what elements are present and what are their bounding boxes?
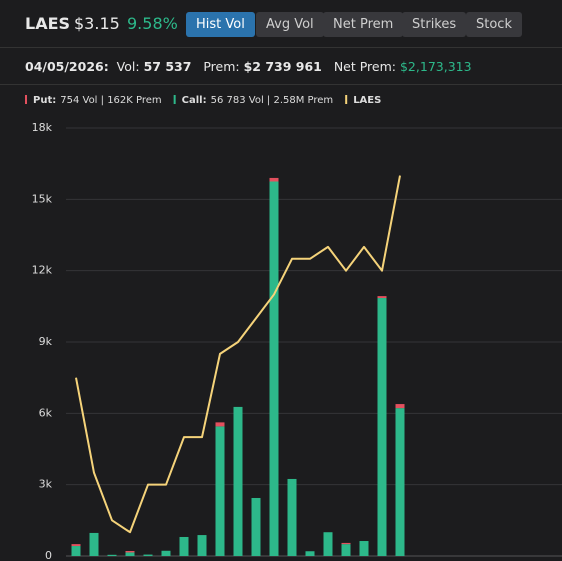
- legend-swatch: [345, 95, 348, 104]
- bar: [233, 406, 243, 556]
- y-tick-label: 9k: [39, 335, 53, 348]
- tab[interactable]: Avg Vol: [256, 12, 324, 37]
- bar: [377, 298, 387, 556]
- bar: [71, 546, 81, 556]
- y-tick-label: 6k: [39, 406, 53, 419]
- legend-swatch: [173, 95, 176, 104]
- bar: [197, 535, 207, 556]
- value: 57 537: [143, 59, 192, 74]
- y-tick-label: 18k: [32, 121, 53, 134]
- bar: [71, 544, 81, 547]
- label: Net Prem:: [333, 59, 396, 74]
- bar: [359, 541, 369, 556]
- ticker: LAES: [25, 14, 71, 33]
- legend-swatch: [25, 95, 27, 104]
- value: $2 739 961: [243, 59, 322, 74]
- bar: [341, 544, 351, 556]
- bar: [269, 181, 279, 556]
- summary: 04/05/2026: Vol: 57 537 Prem: $2 739 961…: [0, 48, 562, 85]
- bar: [395, 408, 405, 556]
- bar: [269, 177, 279, 182]
- legend-stats: 56 783 Vol | 2.58M Prem: [211, 95, 334, 106]
- price: $3.15: [74, 14, 120, 33]
- legend-label: Put:: [33, 95, 56, 106]
- bar: [161, 550, 171, 556]
- tab[interactable]: Net Prem: [323, 12, 404, 37]
- chart: 0 3k 6k 9k 12k 15k 18k Put: 754 Vol | 162K Prem C…: [25, 95, 562, 561]
- tab[interactable]: Stock: [466, 12, 522, 37]
- bar: [377, 296, 387, 299]
- legend-label: LAES: [353, 95, 381, 106]
- bar: [89, 532, 99, 556]
- bar: [125, 551, 135, 553]
- y-tick-label: 12k: [32, 264, 53, 277]
- bar: [143, 554, 153, 556]
- legend-label: Call:: [182, 95, 207, 106]
- legend-stats: 754 Vol | 162K Prem: [60, 95, 161, 106]
- tab[interactable]: Strikes: [402, 12, 467, 37]
- tab[interactable]: Hist Vol: [186, 12, 255, 37]
- bar: [395, 404, 405, 409]
- bar: [287, 478, 297, 556]
- header: LAES $3.15 9.58% Hist Vol Avg Vol Net Pr…: [0, 0, 562, 48]
- date: 04/05/2026:: [25, 59, 109, 74]
- label: Vol:: [116, 59, 140, 74]
- line: [75, 175, 401, 534]
- y-tick-label: 0: [45, 549, 52, 561]
- bar: [107, 554, 117, 556]
- bar: [215, 426, 225, 556]
- y-tick-label: 3k: [39, 478, 53, 491]
- y-tick-label: 15k: [32, 192, 53, 205]
- bar: [323, 532, 333, 556]
- value: $2,173,313: [399, 59, 472, 74]
- bar: [125, 552, 135, 556]
- bar: [251, 497, 261, 556]
- change: 9.58%: [127, 14, 178, 33]
- bar: [215, 422, 225, 427]
- bar: [305, 551, 315, 556]
- bar: [179, 536, 189, 556]
- label: Prem:: [203, 59, 240, 74]
- bar: [341, 542, 351, 545]
